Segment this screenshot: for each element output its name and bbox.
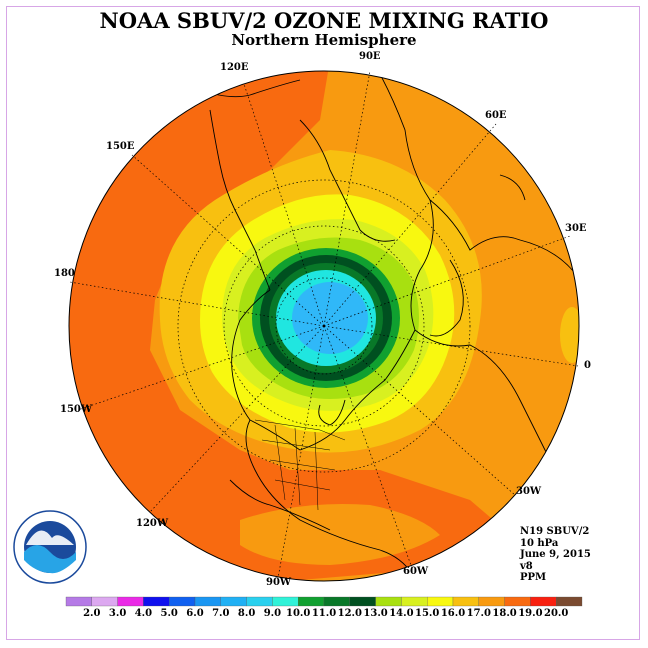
info-block: N19 SBUV/2 10 hPa June 9, 2015 v8 PPM	[520, 526, 591, 584]
legend-swatch	[504, 596, 531, 607]
legend-swatch	[323, 596, 350, 607]
state-borders	[254, 419, 346, 511]
lon-label-150w: 150W	[60, 404, 93, 415]
legend-swatch	[91, 596, 118, 607]
legend-swatch	[478, 596, 505, 607]
lon-label-90e: 90E	[359, 51, 381, 62]
lon-label-60e: 60E	[485, 110, 507, 121]
ozone-band-16-17-south	[240, 504, 440, 565]
legend-swatch	[194, 596, 221, 607]
legend-swatch	[452, 596, 479, 607]
legend-tick-label: 20.0	[544, 608, 569, 619]
legend-tick-label: 10.0	[286, 608, 311, 619]
legend-tick-label: 17.0	[466, 608, 491, 619]
lon-label-0: 0	[584, 360, 591, 371]
legend-tick-label: 15.0	[415, 608, 440, 619]
legend-swatch	[530, 596, 557, 607]
legend-swatch	[169, 596, 196, 607]
legend-tick-label: 19.0	[518, 608, 543, 619]
legend-tick-label: 13.0	[363, 608, 388, 619]
info-date: June 9, 2015	[520, 549, 591, 560]
legend-tick-label: 12.0	[337, 608, 362, 619]
legend-tick-label: 9.0	[263, 608, 282, 619]
legend-tick-label: 14.0	[389, 608, 414, 619]
legend-tick-label: 2.0	[83, 608, 101, 619]
lon-label-180: 180	[54, 268, 75, 279]
lon-label-120w: 120W	[136, 518, 169, 529]
legend-swatch	[298, 596, 325, 607]
lon-label-30e: 30E	[565, 223, 587, 234]
map-title: NOAA SBUV/2 OZONE MIXING RATIO	[99, 8, 549, 33]
info-units: PPM	[520, 572, 547, 583]
legend-tick-label: 7.0	[212, 608, 230, 619]
legend-swatch	[401, 596, 428, 607]
legend-tick-label: 8.0	[237, 608, 256, 619]
legend-tick-label: 3.0	[108, 608, 127, 619]
lon-label-90w: 90W	[266, 577, 292, 588]
ozone-band-17-18	[69, 71, 540, 581]
latitude-circles	[177, 179, 471, 473]
legend-swatch	[65, 596, 92, 607]
info-version: v8	[520, 560, 533, 572]
legend-swatch	[375, 596, 402, 607]
legend-swatch	[272, 596, 299, 607]
legend-tick-label: 5.0	[160, 608, 178, 619]
legend-swatch	[143, 596, 170, 607]
info-level: 10 hPa	[520, 537, 559, 549]
legend-swatch	[246, 596, 273, 607]
info-instrument: N19 SBUV/2	[520, 526, 590, 537]
lon-label-150e: 150E	[106, 141, 135, 152]
lon-label-120e: 120E	[220, 62, 249, 73]
legend-swatch	[556, 596, 583, 607]
legend-tick-label: 6.0	[186, 608, 204, 619]
legend-tick-label: 11.0	[311, 608, 337, 619]
lon-label-30w: 30W	[516, 486, 542, 497]
legend-tick-label: 4.0	[134, 608, 153, 619]
legend-swatch	[220, 596, 247, 607]
meridians	[69, 70, 579, 579]
plot-frame	[6, 6, 640, 640]
noaa-logo	[13, 510, 87, 584]
lon-label-60w: 60W	[403, 566, 429, 577]
legend-swatch	[427, 596, 454, 607]
map-outline	[68, 70, 580, 582]
legend-tick-label: 16.0	[440, 608, 466, 619]
legend-tick-label: 18.0	[492, 608, 517, 619]
map-subtitle: Northern Hemisphere	[231, 31, 417, 49]
legend-swatch	[117, 596, 144, 607]
legend-swatch	[349, 596, 376, 607]
ozone-band-8-9	[292, 282, 368, 354]
